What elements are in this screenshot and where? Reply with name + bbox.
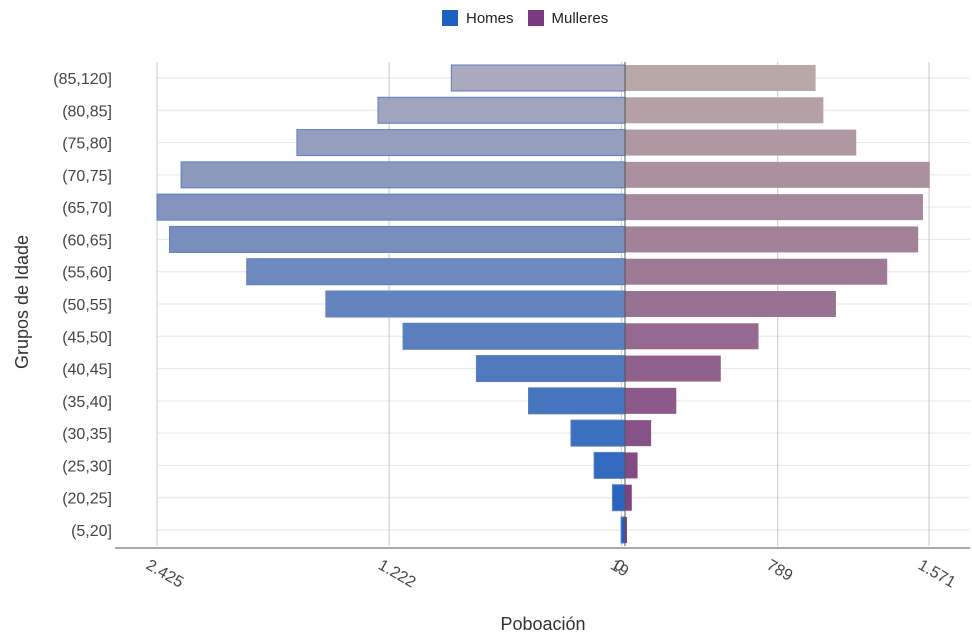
bar-homes bbox=[377, 96, 626, 124]
bar-mulleres bbox=[625, 97, 824, 124]
bar-homes bbox=[156, 193, 626, 221]
y-tick-label: (55,60] bbox=[62, 265, 112, 282]
x-tick-label: 2.425 bbox=[143, 557, 186, 592]
x-tick-label: 1.222 bbox=[375, 557, 418, 592]
y-tick-label: (75,80] bbox=[62, 136, 112, 153]
bar-homes bbox=[593, 451, 626, 479]
y-tick-labels: (5,20] (20,25] (25,30] (30,35] (35,40] (40,45… bbox=[53, 71, 112, 540]
bar-homes bbox=[620, 516, 626, 544]
legend: Homes Mulleres bbox=[442, 6, 608, 30]
axes bbox=[115, 62, 970, 549]
y-tick-label: (60,65] bbox=[62, 232, 112, 249]
y-tick-label: (25,30] bbox=[62, 458, 112, 475]
bar-mulleres bbox=[625, 484, 632, 511]
x-tick-label: 19 bbox=[607, 557, 631, 581]
bar-mulleres bbox=[625, 323, 759, 350]
y-tick-label: (20,25] bbox=[62, 491, 112, 508]
bar-homes bbox=[296, 129, 626, 157]
y-tick-label: (65,70] bbox=[62, 200, 112, 217]
y-tick-label: (45,50] bbox=[62, 329, 112, 346]
bar-mulleres bbox=[625, 65, 816, 91]
y-tick-label: (5,20] bbox=[71, 523, 112, 540]
bar-homes bbox=[475, 355, 626, 383]
bar-mulleres bbox=[625, 129, 857, 156]
x-tick-label: 789 bbox=[764, 557, 796, 585]
legend-label-men: Homes bbox=[466, 9, 514, 27]
y-tick-label: (50,55] bbox=[62, 297, 112, 314]
bar-mulleres bbox=[625, 517, 627, 543]
y-axis-title: Grupos de Idade bbox=[12, 235, 32, 369]
bar-homes bbox=[325, 290, 626, 318]
bar-mulleres bbox=[625, 291, 836, 317]
bars bbox=[156, 64, 930, 544]
bar-mulleres bbox=[625, 161, 930, 188]
x-tick-label: 1.571 bbox=[915, 557, 958, 592]
legend-swatch-women bbox=[527, 10, 544, 26]
bar-homes bbox=[611, 484, 626, 512]
bar-mulleres bbox=[625, 420, 652, 447]
x-axis-title: Poboación bbox=[500, 614, 585, 634]
y-tick-label: (40,45] bbox=[62, 362, 112, 379]
bar-mulleres bbox=[625, 355, 721, 382]
legend-item-women[interactable]: Mulleres bbox=[527, 9, 609, 27]
legend-swatch-men bbox=[442, 10, 458, 26]
y-tick-label: (80,85] bbox=[62, 103, 112, 120]
bar-homes bbox=[246, 258, 626, 286]
bar-mulleres bbox=[625, 452, 638, 479]
bar-homes bbox=[528, 387, 626, 415]
bar-mulleres bbox=[625, 258, 888, 285]
bar-homes bbox=[402, 322, 626, 350]
y-tick-label: (85,120] bbox=[53, 71, 112, 88]
legend-label-women: Mulleres bbox=[551, 9, 609, 27]
y-tick-label: (35,40] bbox=[62, 394, 112, 411]
bar-homes bbox=[169, 225, 626, 253]
legend-item-men[interactable]: Homes bbox=[442, 10, 514, 27]
bar-homes bbox=[570, 419, 626, 447]
x-tick-labels: 2.425 1.222 190 789 1.571 bbox=[143, 557, 958, 592]
bar-mulleres bbox=[625, 194, 924, 221]
bar-mulleres bbox=[625, 226, 919, 253]
bar-homes bbox=[180, 161, 626, 189]
bar-mulleres bbox=[625, 387, 677, 414]
y-tick-label: (70,75] bbox=[62, 168, 112, 185]
y-tick-label: (30,35] bbox=[62, 426, 112, 443]
bar-homes bbox=[450, 64, 626, 92]
